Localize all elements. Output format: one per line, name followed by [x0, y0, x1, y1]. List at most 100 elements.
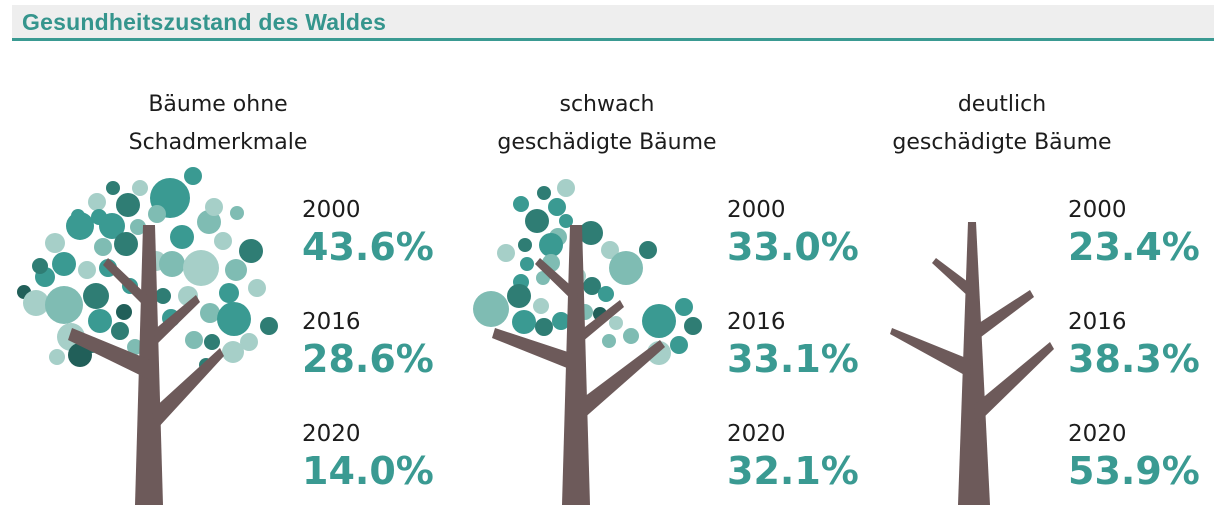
- panel-title-heavily-damaged: deutlich geschädigte Bäume: [852, 86, 1152, 162]
- leaf-circle: [222, 341, 244, 363]
- header-bar: Gesundheitszustand des Waldes: [12, 5, 1214, 41]
- year-label: 2016: [1068, 309, 1127, 335]
- leaf-circle: [670, 336, 688, 354]
- leaf-circle: [219, 283, 239, 303]
- leaf-circle: [83, 283, 109, 309]
- leaf-circle: [552, 312, 570, 330]
- leaf-circle: [240, 333, 258, 351]
- panel-title-slightly-damaged: schwach geschädigte Bäume: [457, 86, 757, 162]
- percent-value: 14.0%: [302, 449, 434, 493]
- percent-value: 38.3%: [1068, 337, 1200, 381]
- trunk: [68, 225, 224, 505]
- leaf-circle: [184, 167, 202, 185]
- stat-healthy-2020: 2020 14.0%: [302, 421, 434, 493]
- leaf-circle: [675, 298, 693, 316]
- leaf-circle: [609, 316, 623, 330]
- leaf-circle: [598, 286, 614, 302]
- leaf-circle: [23, 290, 49, 316]
- canopy-circles: [473, 179, 702, 365]
- leaf-circle: [225, 259, 247, 281]
- leaf-circle: [497, 244, 515, 262]
- percent-value: 23.4%: [1068, 225, 1200, 269]
- stat-slightly-2020: 2020 32.1%: [727, 421, 859, 493]
- leaf-circle: [260, 317, 278, 335]
- leaf-circle: [205, 198, 223, 216]
- leaf-circle: [204, 334, 220, 350]
- year-label: 2000: [1068, 197, 1127, 223]
- leaf-circle: [111, 322, 129, 340]
- leaf-circle: [601, 241, 619, 259]
- leaf-circle: [535, 318, 553, 336]
- stat-heavily-2020: 2020 53.9%: [1068, 421, 1200, 493]
- year-label: 2016: [727, 309, 786, 335]
- panel-title-line: deutlich: [957, 92, 1047, 117]
- bare-tree-icon: [890, 222, 1054, 505]
- leaf-circle: [200, 303, 220, 323]
- panel-title-line: schwach: [559, 92, 655, 117]
- leaf-circle: [148, 205, 166, 223]
- year-label: 2000: [727, 197, 786, 223]
- leaf-circle: [32, 258, 48, 274]
- stat-slightly-2000: 2000 33.0%: [727, 197, 859, 269]
- leaf-circle: [88, 309, 112, 333]
- leaf-circle: [217, 302, 251, 336]
- leaf-circle: [230, 206, 244, 220]
- leaf-circle: [127, 339, 143, 355]
- leaf-circle: [170, 225, 194, 249]
- leaf-circle: [639, 241, 657, 259]
- leaf-circle: [473, 291, 509, 327]
- leaf-circle: [45, 286, 83, 324]
- leaf-circle: [132, 180, 148, 196]
- leaf-circle: [533, 298, 549, 314]
- percent-value: 53.9%: [1068, 449, 1200, 493]
- leaf-circle: [520, 257, 534, 271]
- leaf-circle: [45, 233, 65, 253]
- percent-value: 33.1%: [727, 337, 859, 381]
- leaf-circle: [239, 239, 263, 263]
- stat-heavily-2016: 2016 38.3%: [1068, 309, 1200, 381]
- leaf-circle: [248, 279, 266, 297]
- year-label: 2020: [1068, 421, 1127, 447]
- stat-heavily-2000: 2000 23.4%: [1068, 197, 1200, 269]
- leaf-circle: [49, 349, 65, 365]
- leaf-circle: [116, 193, 140, 217]
- leaf-circle: [537, 186, 551, 200]
- leaf-circle: [583, 277, 601, 295]
- full-tree-icon: [17, 167, 278, 505]
- stat-healthy-2000: 2000 43.6%: [302, 197, 434, 269]
- leaf-circle: [559, 214, 573, 228]
- leaf-circle: [214, 232, 232, 250]
- panel-title-line: geschädigte Bäume: [892, 130, 1112, 155]
- leaf-circle: [512, 310, 536, 334]
- leaf-circle: [525, 209, 549, 233]
- leaf-circle: [116, 304, 132, 320]
- leaf-circle: [539, 233, 563, 257]
- leaf-circle: [557, 179, 575, 197]
- panel-title-line: Schadmerkmale: [128, 130, 308, 155]
- panel-title-line: geschädigte Bäume: [497, 130, 717, 155]
- leaf-circle: [52, 252, 76, 276]
- leaf-circle: [68, 343, 92, 367]
- leaf-circle: [66, 212, 94, 240]
- leaf-circle: [106, 181, 120, 195]
- leaf-circle: [185, 331, 203, 349]
- leaf-circle: [513, 196, 529, 212]
- leaf-circle: [684, 317, 702, 335]
- panel-title-healthy: Bäume ohne Schadmerkmale: [68, 86, 368, 162]
- stat-healthy-2016: 2016 28.6%: [302, 309, 434, 381]
- sparse-tree-icon: [473, 179, 702, 505]
- stat-slightly-2016: 2016 33.1%: [727, 309, 859, 381]
- percent-value: 32.1%: [727, 449, 859, 493]
- leaf-circle: [507, 284, 531, 308]
- year-label: 2000: [302, 197, 361, 223]
- leaf-circle: [130, 219, 146, 235]
- leaf-circle: [609, 251, 643, 285]
- page-title: Gesundheitszustand des Waldes: [22, 9, 387, 35]
- percent-value: 43.6%: [302, 225, 434, 269]
- percent-value: 28.6%: [302, 337, 434, 381]
- year-label: 2020: [302, 421, 361, 447]
- leaf-circle: [642, 304, 676, 338]
- panel-title-line: Bäume ohne: [148, 92, 288, 117]
- leaf-circle: [623, 328, 639, 344]
